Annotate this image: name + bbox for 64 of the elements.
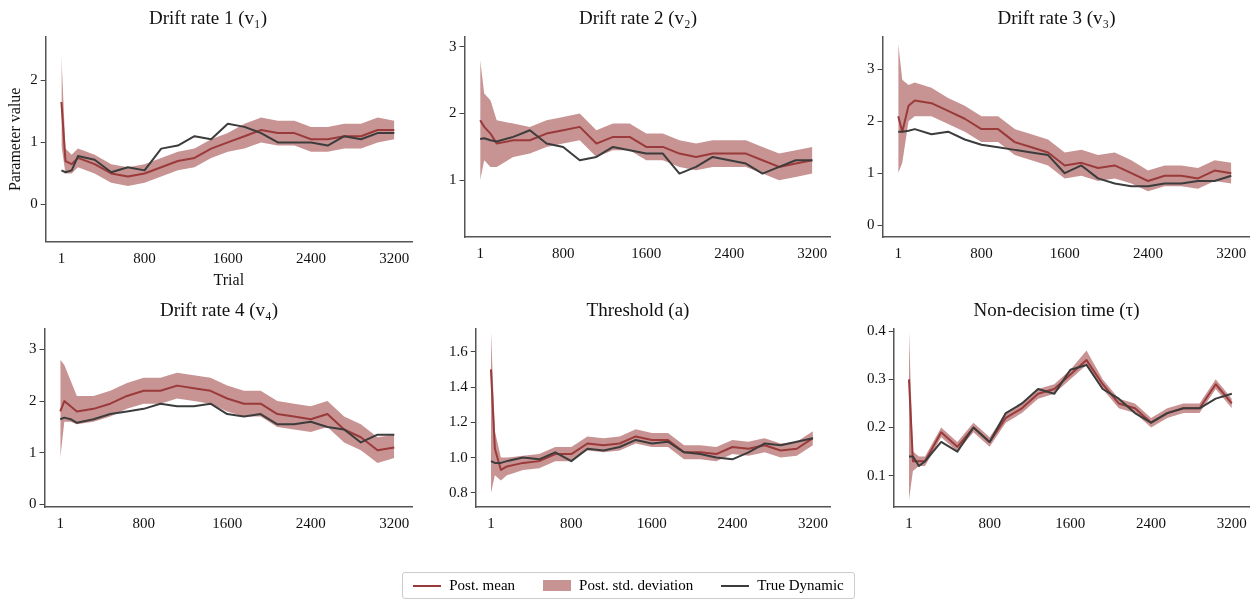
x-tick-label: 1600 <box>636 514 667 531</box>
x-tick-label: 1600 <box>631 244 662 261</box>
legend-label: True Dynamic <box>757 577 844 594</box>
x-tick-label: 3200 <box>797 244 828 261</box>
chart-title: Drift rate 2 (v₂) <box>579 7 697 30</box>
x-tick-label: 2400 <box>1133 244 1163 261</box>
x-tick-label: 800 <box>978 514 1001 531</box>
legend-label: Post. mean <box>449 577 516 594</box>
x-tick-label: 2400 <box>1136 514 1167 531</box>
x-tick-label: 3200 <box>1216 244 1247 261</box>
chart-title: Threshold (a) <box>586 299 690 322</box>
x-tick-label: 3200 <box>1216 514 1247 531</box>
chart-title: Drift rate 1 (v₁) <box>149 7 267 30</box>
y-tick-label: 2 <box>449 104 457 121</box>
x-tick-label: 2400 <box>296 249 327 266</box>
x-tick-label: 2400 <box>714 244 745 261</box>
y-tick-label: 1.6 <box>449 342 469 359</box>
chart-title: Non-decision time (τ) <box>973 299 1140 322</box>
y-tick-label: 0.1 <box>867 466 886 483</box>
y-tick-label: 1 <box>449 171 457 188</box>
x-tick-label: 1 <box>56 514 65 531</box>
text: Post. std. deviation <box>579 577 694 594</box>
x-tick-label: 1 <box>487 514 495 531</box>
chart-title: Drift rate 4 (v₄) <box>160 299 278 322</box>
chart-title: Drift rate 3 (v₃) <box>997 7 1116 30</box>
y-tick-label: 0 <box>29 495 37 512</box>
x-tick-label: 3200 <box>379 514 410 531</box>
y-tick-label: 1 <box>29 443 37 460</box>
y-tick-label: 1.4 <box>449 377 469 394</box>
x-tick-label: 3200 <box>797 514 828 531</box>
y-tick-label: 0.4 <box>867 322 887 339</box>
x-tick-label: 2400 <box>717 514 748 531</box>
x-axis-title: Trial <box>213 270 245 288</box>
x-tick-label: 1600 <box>1049 244 1080 261</box>
x-tick-label: 2400 <box>295 514 326 531</box>
y-tick-label: 1 <box>867 164 875 181</box>
y-axis-title: Parameter value <box>5 87 23 192</box>
y-tick-label: 2 <box>30 71 38 88</box>
y-tick-label: 2 <box>867 112 875 129</box>
x-tick-label: 1600 <box>212 514 243 531</box>
x-tick-label: 800 <box>560 514 583 531</box>
x-tick-label: 1600 <box>212 249 243 266</box>
x-tick-label: 800 <box>970 244 993 261</box>
y-tick-label: 3 <box>29 340 37 357</box>
y-tick-label: 2 <box>29 392 37 409</box>
y-tick-label: 0.2 <box>867 418 886 435</box>
y-tick-label: 3 <box>449 37 457 54</box>
x-tick-label: 3200 <box>379 249 410 266</box>
x-tick-label: 800 <box>132 514 155 531</box>
y-tick-label: 1 <box>30 133 38 150</box>
x-tick-label: 800 <box>551 244 575 261</box>
y-tick-label: 0.8 <box>449 483 468 500</box>
x-tick-label: 800 <box>133 249 156 266</box>
x-tick-label: 1600 <box>1055 514 1086 531</box>
x-tick-label: 1 <box>476 244 484 261</box>
y-tick-label: 0 <box>867 216 875 233</box>
y-tick-label: 3 <box>867 60 875 77</box>
y-tick-label: 1.2 <box>449 413 468 430</box>
x-tick-label: 1 <box>894 244 902 261</box>
x-tick-label: 1 <box>57 249 66 266</box>
y-tick-label: 1.0 <box>449 448 468 465</box>
y-tick-label: 0 <box>30 195 38 212</box>
x-tick-label: 1 <box>905 514 913 531</box>
y-tick-label: 0.3 <box>867 370 886 387</box>
